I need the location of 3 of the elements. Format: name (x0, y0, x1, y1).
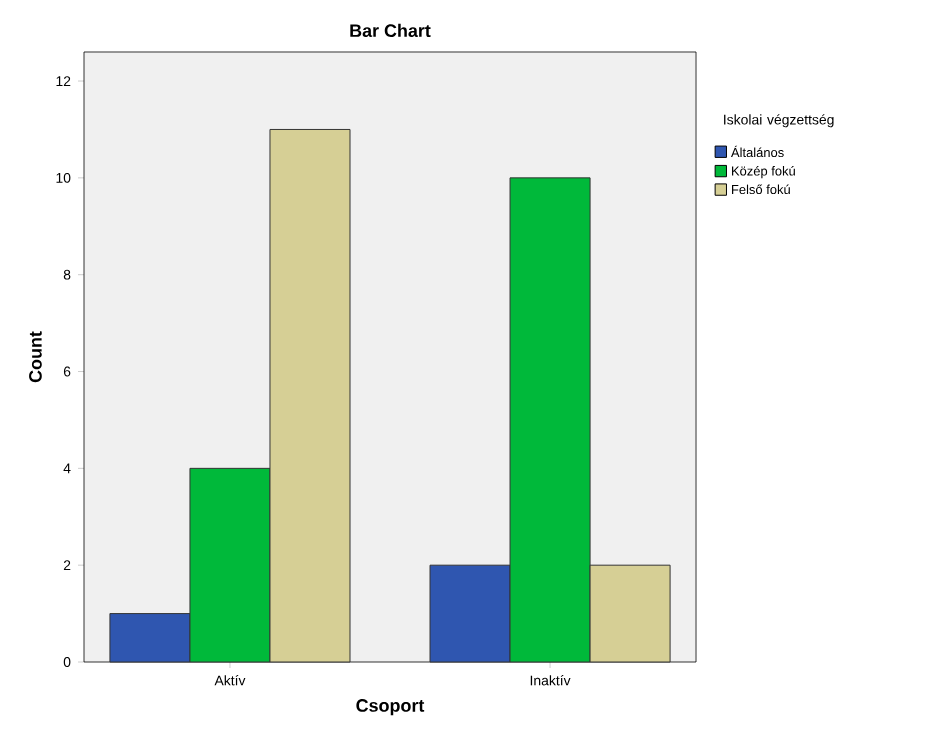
y-axis-title: Count (29, 331, 42, 383)
x-axis-title: Csoport (356, 699, 425, 716)
chart-title: Bar Chart (350, 23, 431, 38)
